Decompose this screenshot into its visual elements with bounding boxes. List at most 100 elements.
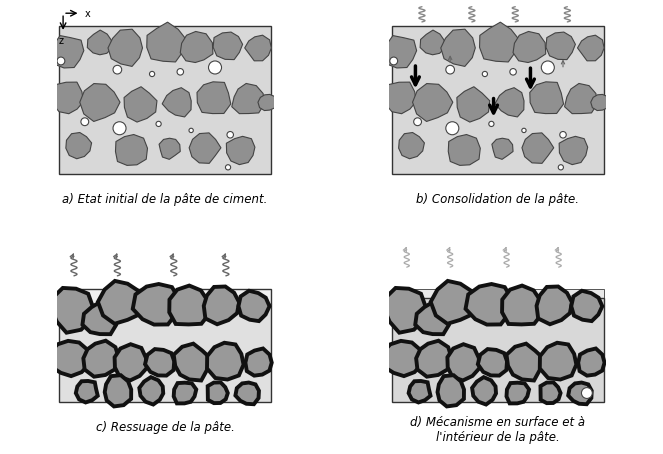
Polygon shape <box>162 88 191 117</box>
Polygon shape <box>239 291 269 321</box>
Polygon shape <box>147 22 186 62</box>
Circle shape <box>560 132 566 138</box>
Polygon shape <box>204 286 239 324</box>
Polygon shape <box>565 84 597 114</box>
Polygon shape <box>145 349 174 375</box>
Circle shape <box>581 388 592 399</box>
Polygon shape <box>66 133 91 159</box>
Bar <box>392 26 604 174</box>
Circle shape <box>156 121 161 127</box>
Polygon shape <box>50 82 84 114</box>
Polygon shape <box>536 286 572 324</box>
Polygon shape <box>189 133 221 163</box>
Polygon shape <box>232 84 265 114</box>
Circle shape <box>208 61 221 74</box>
Polygon shape <box>76 381 97 402</box>
Polygon shape <box>139 377 163 405</box>
Text: a) Etat initial de la pâte de ciment.: a) Etat initial de la pâte de ciment. <box>62 193 268 207</box>
Circle shape <box>390 57 398 65</box>
Polygon shape <box>52 35 84 68</box>
Circle shape <box>446 122 459 135</box>
Polygon shape <box>420 30 445 55</box>
Polygon shape <box>174 383 196 404</box>
Polygon shape <box>540 343 576 380</box>
Polygon shape <box>591 94 609 111</box>
Polygon shape <box>382 341 423 376</box>
Polygon shape <box>572 291 602 321</box>
Polygon shape <box>384 35 416 68</box>
Circle shape <box>113 65 122 74</box>
Circle shape <box>489 121 494 127</box>
Circle shape <box>414 118 422 126</box>
Circle shape <box>522 128 526 133</box>
Polygon shape <box>108 29 143 66</box>
Polygon shape <box>174 344 211 380</box>
Polygon shape <box>52 288 93 333</box>
Circle shape <box>446 65 455 74</box>
Bar <box>59 304 271 402</box>
Bar <box>392 297 604 402</box>
Circle shape <box>227 132 233 138</box>
Polygon shape <box>507 344 544 380</box>
Polygon shape <box>115 344 147 380</box>
Polygon shape <box>479 22 519 62</box>
Circle shape <box>81 118 89 126</box>
Polygon shape <box>412 84 453 122</box>
Polygon shape <box>559 136 587 165</box>
Polygon shape <box>577 35 604 61</box>
Polygon shape <box>441 29 475 66</box>
Polygon shape <box>245 349 272 375</box>
Polygon shape <box>465 284 512 325</box>
Polygon shape <box>416 340 452 377</box>
Circle shape <box>149 71 154 77</box>
Polygon shape <box>245 35 271 61</box>
Polygon shape <box>197 82 231 114</box>
Circle shape <box>177 69 184 75</box>
Circle shape <box>189 128 194 133</box>
Polygon shape <box>408 381 430 402</box>
Polygon shape <box>546 32 575 59</box>
Polygon shape <box>448 134 480 165</box>
Polygon shape <box>478 349 507 375</box>
Text: x: x <box>85 9 91 20</box>
Circle shape <box>558 165 564 170</box>
Polygon shape <box>495 88 524 117</box>
Polygon shape <box>180 31 213 63</box>
Polygon shape <box>415 302 450 334</box>
Polygon shape <box>431 281 475 324</box>
Circle shape <box>113 122 126 135</box>
Circle shape <box>57 57 65 65</box>
Circle shape <box>510 69 516 75</box>
Polygon shape <box>502 286 542 325</box>
Polygon shape <box>133 284 179 325</box>
Bar <box>392 289 604 297</box>
Polygon shape <box>115 134 147 165</box>
Text: c) Ressuage de la pâte.: c) Ressuage de la pâte. <box>95 421 235 434</box>
Text: d) Mécanisme en surface et à
l'intérieur de la pâte.: d) Mécanisme en surface et à l'intérieur… <box>410 416 585 444</box>
Polygon shape <box>169 286 210 325</box>
Polygon shape <box>385 288 426 333</box>
Polygon shape <box>472 377 496 405</box>
Polygon shape <box>98 281 143 324</box>
Polygon shape <box>207 343 243 380</box>
Polygon shape <box>159 138 180 159</box>
Bar <box>59 26 271 174</box>
Polygon shape <box>457 87 490 122</box>
Polygon shape <box>513 31 546 63</box>
Polygon shape <box>235 383 259 404</box>
Polygon shape <box>84 340 119 377</box>
Polygon shape <box>530 82 564 114</box>
Circle shape <box>482 71 487 77</box>
Circle shape <box>225 165 231 170</box>
Polygon shape <box>213 32 243 59</box>
Polygon shape <box>522 133 554 163</box>
Polygon shape <box>383 82 416 114</box>
Polygon shape <box>492 138 513 159</box>
Polygon shape <box>88 30 112 55</box>
Polygon shape <box>507 383 529 404</box>
Polygon shape <box>82 302 117 334</box>
Polygon shape <box>105 375 131 406</box>
Polygon shape <box>578 349 605 375</box>
Polygon shape <box>568 383 592 404</box>
Bar <box>59 289 271 304</box>
